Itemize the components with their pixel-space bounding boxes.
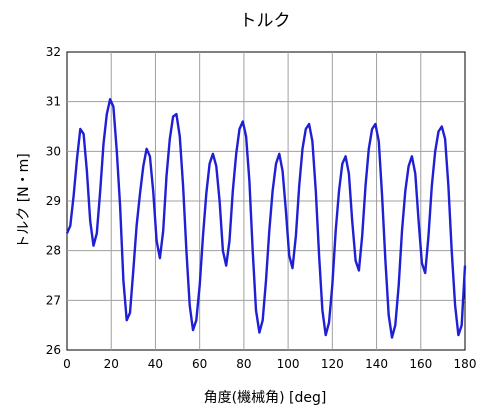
series-layer bbox=[65, 97, 467, 339]
x-tick-label: 80 bbox=[236, 357, 251, 371]
x-tick-label: 40 bbox=[148, 357, 163, 371]
y-axis-label: トルク [N・m] bbox=[16, 153, 32, 248]
x-tick-label: 0 bbox=[63, 357, 71, 371]
y-tick-label: 26 bbox=[46, 343, 61, 357]
x-tick-label: 20 bbox=[104, 357, 119, 371]
y-tick-label: 29 bbox=[46, 194, 61, 208]
x-axis-label: 角度(機械角) [deg] bbox=[204, 390, 327, 406]
grid-lines bbox=[67, 52, 465, 350]
x-tick-label: 100 bbox=[277, 357, 300, 371]
x-tick-label: 160 bbox=[409, 357, 432, 371]
y-tick-label: 28 bbox=[46, 244, 61, 258]
chart-title: トルク bbox=[240, 11, 291, 31]
y-tick-label: 27 bbox=[46, 293, 61, 307]
x-tick-label: 180 bbox=[454, 357, 477, 371]
torque-series-line bbox=[65, 97, 467, 339]
x-tick-label: 140 bbox=[365, 357, 388, 371]
x-tick-label: 120 bbox=[321, 357, 344, 371]
y-tick-label: 32 bbox=[46, 45, 61, 59]
y-tick-label: 30 bbox=[46, 144, 61, 158]
x-tick-label: 60 bbox=[192, 357, 207, 371]
tick-labels: 0 20 40 60 80 100 120 140 160 180 26 27 28 29 30 31 32 bbox=[46, 45, 477, 371]
y-tick-label: 31 bbox=[46, 95, 61, 109]
